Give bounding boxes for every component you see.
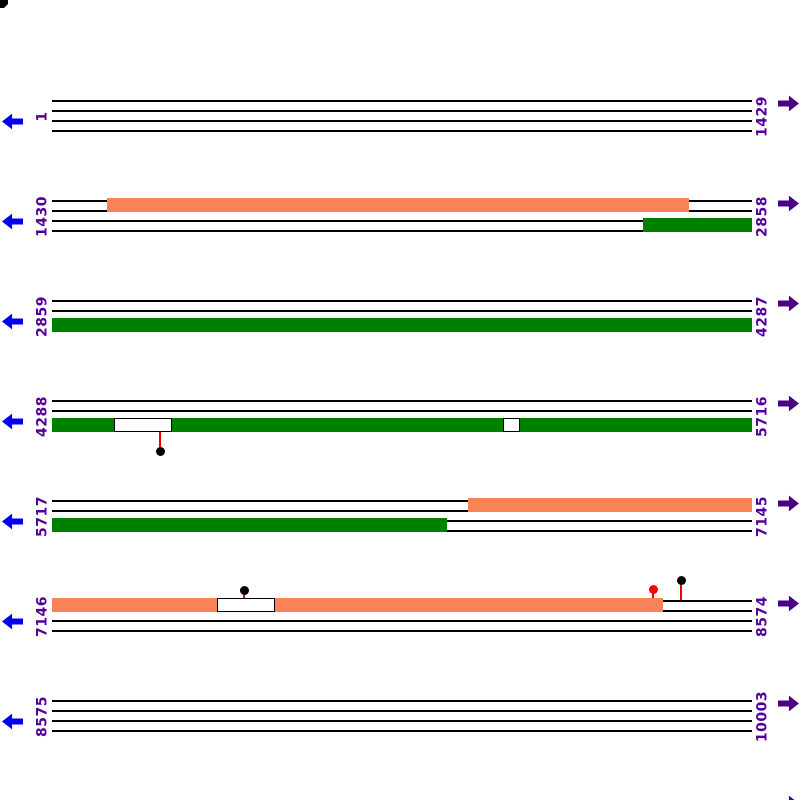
feature-bar-orange[interactable] (468, 498, 752, 512)
strand-line (52, 120, 752, 122)
feature-bar-green[interactable] (52, 318, 752, 332)
strand-line (52, 620, 752, 622)
feature-bar-orange[interactable] (107, 198, 689, 212)
row-end-position: 10003 (754, 690, 771, 743)
strand-line (52, 710, 752, 712)
map-row: 1430 2858 (0, 165, 800, 265)
feature-gap-box[interactable] (114, 418, 172, 432)
strand-line (52, 500, 752, 502)
strand-line (52, 400, 752, 402)
strand-line (52, 410, 752, 412)
row-end-position: 1429 (754, 96, 771, 137)
strand-line (52, 730, 752, 732)
row-start-position: 5717 (34, 496, 51, 537)
row-start-position: 1 (34, 111, 51, 122)
strand-line (52, 300, 752, 302)
feature-layer (0, 165, 800, 265)
strand-line (52, 130, 752, 132)
strand-line (52, 100, 752, 102)
variation-marker-dot[interactable] (648, 584, 658, 594)
variation-marker-dot[interactable] (155, 446, 165, 456)
feature-layer (0, 365, 800, 465)
strand-line (52, 720, 752, 722)
marker-stem (680, 580, 682, 600)
strand-line (52, 510, 752, 512)
corner-glyph (0, 0, 8, 8)
variation-marker-dot[interactable] (676, 575, 686, 585)
map-row: 2859 4287 (0, 265, 800, 365)
row-start-position: 2859 (34, 296, 51, 337)
map-row: 1 1429 (0, 65, 800, 165)
feature-bar-orange[interactable] (52, 598, 217, 612)
feature-gap-box[interactable] (217, 598, 275, 612)
row-start-position: 4288 (34, 396, 51, 437)
marker-stem (652, 589, 654, 598)
row-start-position: 1430 (34, 196, 51, 237)
map-row: 4288 5716 (0, 365, 800, 465)
strand-line (52, 220, 752, 222)
strand-line (52, 310, 752, 312)
row-start-position: 7146 (34, 596, 51, 637)
row-end-position: 2858 (754, 196, 771, 237)
strand-line (52, 230, 752, 232)
feature-layer (0, 465, 800, 565)
map-row: 7146 8574 (0, 565, 800, 665)
map-row (0, 765, 800, 800)
feature-bar-green[interactable] (52, 518, 447, 532)
feature-layer (0, 665, 800, 765)
feature-layer (0, 565, 800, 665)
marker-stem (159, 432, 161, 451)
row-start-position (35, 785, 52, 800)
feature-bar-green[interactable] (172, 418, 503, 432)
feature-bar-orange[interactable] (275, 598, 663, 612)
row-end-position: 8574 (754, 596, 771, 637)
row-end-position (755, 785, 772, 800)
strand-line (52, 700, 752, 702)
map-row: 8575 10003 (0, 665, 800, 765)
row-start-position: 8575 (34, 696, 51, 737)
row-end-position: 7145 (754, 496, 771, 537)
feature-layer (0, 65, 800, 165)
feature-layer (0, 265, 800, 365)
row-end-position: 4287 (754, 296, 771, 337)
strand-line (52, 630, 752, 632)
feature-bar-green[interactable] (643, 218, 752, 232)
variation-marker-dot[interactable] (239, 585, 249, 595)
row-end-position: 5716 (754, 396, 771, 437)
feature-bar-green[interactable] (52, 418, 114, 432)
feature-gap-box[interactable] (503, 418, 520, 432)
map-row: 5717 7145 (0, 465, 800, 565)
feature-bar-green[interactable] (520, 418, 752, 432)
feature-layer (0, 765, 800, 800)
strand-line (52, 110, 752, 112)
